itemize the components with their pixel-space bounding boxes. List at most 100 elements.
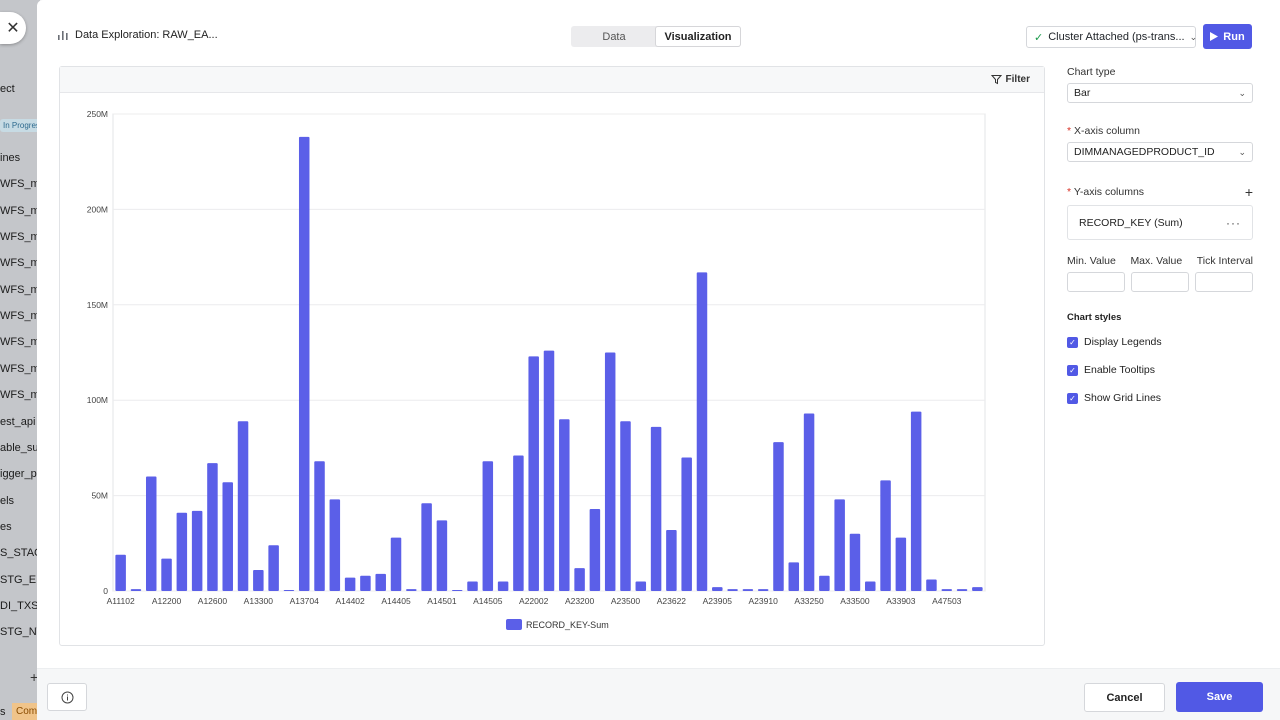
- info-button[interactable]: [47, 683, 87, 711]
- bar: [620, 421, 631, 591]
- bar: [375, 573, 386, 591]
- view-toggle: Data Visualization: [571, 26, 741, 47]
- checkbox-checked-icon: ✓: [1067, 364, 1078, 376]
- close-icon: ✕: [6, 20, 20, 37]
- background-item: WFS_m_: [0, 178, 40, 190]
- background-item: S_STAG: [0, 547, 40, 559]
- bar: [849, 533, 861, 591]
- bar: [130, 589, 142, 591]
- y-tick-label: 100M: [87, 395, 108, 405]
- more-options-icon[interactable]: ···: [1226, 215, 1241, 230]
- info-icon: [61, 691, 73, 703]
- bar: [161, 558, 172, 591]
- y-tick-label: 50M: [91, 491, 108, 501]
- bar: [635, 581, 647, 591]
- bar: [972, 587, 983, 591]
- bar: [742, 589, 754, 591]
- bar: [436, 520, 448, 591]
- cluster-select[interactable]: ✓ Cluster Attached (ps-trans... ⌄: [1026, 26, 1197, 48]
- y-tick-label: 150M: [87, 300, 108, 310]
- x-tick-label: A33903: [886, 596, 916, 606]
- x-axis-select[interactable]: DIMMANAGEDPRODUCT_ID ⌄: [1067, 142, 1253, 162]
- bar: [880, 480, 891, 591]
- min-value-label: Min. Value: [1067, 255, 1116, 267]
- chart-type-select[interactable]: Bar ⌄: [1067, 83, 1253, 103]
- bar: [712, 587, 723, 591]
- y-column-value: RECORD_KEY (Sum): [1079, 216, 1183, 229]
- checkbox-checked-icon: ✓: [1067, 336, 1078, 348]
- background-item: WFS_m_: [0, 205, 40, 217]
- bar: [926, 579, 937, 591]
- x-tick-label: A47503: [932, 596, 962, 606]
- background-item: WFS_m_: [0, 336, 40, 348]
- x-tick-label: A13704: [290, 596, 320, 606]
- background-item: WFS_m_: [0, 231, 40, 243]
- y-tick-label: 0: [103, 586, 108, 596]
- x-tick-label: A22002: [519, 596, 549, 606]
- enable-tooltips-label: Enable Tooltips: [1084, 364, 1156, 376]
- enable-tooltips-checkbox[interactable]: ✓ Enable Tooltips: [1067, 364, 1253, 376]
- chevron-down-icon: ⌄: [1238, 146, 1246, 157]
- tick-interval-input[interactable]: [1195, 272, 1253, 292]
- x-tick-label: A23622: [657, 596, 687, 606]
- title-text: Data Exploration: RAW_EA...: [75, 29, 218, 41]
- display-legends-label: Display Legends: [1084, 336, 1162, 348]
- background-item: WFS_m_: [0, 389, 40, 401]
- legend-swatch: [506, 619, 522, 630]
- settings-panel: Chart type Bar ⌄ * X-axis column DIMMANA…: [1067, 66, 1253, 404]
- bar: [681, 457, 692, 591]
- chart-type-label: Chart type: [1067, 66, 1116, 78]
- bar: [589, 508, 601, 591]
- modal-footer: Cancel Save: [37, 668, 1280, 720]
- close-button[interactable]: ✕: [0, 12, 26, 44]
- bar: [941, 589, 953, 591]
- x-tick-label: A14501: [427, 596, 457, 606]
- bar: [268, 545, 279, 591]
- x-axis-value: DIMMANAGEDPRODUCT_ID: [1074, 146, 1215, 158]
- bar: [803, 413, 815, 591]
- x-tick-label: A11102: [107, 596, 135, 606]
- background-item: DI_TXST: [0, 600, 40, 612]
- x-tick-label: A12600: [198, 596, 228, 606]
- bar: [329, 499, 341, 591]
- add-y-column-button[interactable]: +: [1244, 184, 1253, 200]
- bar: [543, 350, 555, 591]
- chevron-down-icon: ⌄: [1238, 87, 1246, 98]
- background-item: igger_pi: [0, 468, 40, 480]
- tick-interval-label: Tick Interval: [1196, 255, 1253, 267]
- tab-visualization[interactable]: Visualization: [656, 27, 740, 46]
- status-tag: Com: [12, 703, 40, 720]
- modal-title: Data Exploration: RAW_EA...: [57, 29, 218, 41]
- chart-toolbar: Filter: [60, 67, 1044, 93]
- save-button[interactable]: Save: [1176, 682, 1263, 712]
- bar: [390, 537, 402, 591]
- bar: [176, 512, 188, 591]
- display-legends-checkbox[interactable]: ✓ Display Legends: [1067, 336, 1253, 348]
- background-item: STG_EP_: [0, 574, 40, 586]
- cluster-label: Cluster Attached (ps-trans...: [1048, 31, 1185, 43]
- bar-chart: 0 50M 100M 150M 200M 250M A11102 A12200 A12600 A1…: [87, 109, 986, 630]
- bar: [865, 581, 876, 591]
- bar: [696, 272, 708, 591]
- show-grid-lines-checkbox[interactable]: ✓ Show Grid Lines: [1067, 392, 1253, 404]
- background-item: ines: [0, 152, 21, 164]
- background-sidebar: rlyectinesWFS_m_WFS_m_WFS_m_WFS_m_WFS_m_…: [0, 0, 40, 720]
- bar: [757, 589, 769, 591]
- max-value-label: Max. Value: [1130, 255, 1183, 267]
- filter-button[interactable]: Filter: [990, 74, 1030, 85]
- show-grid-lines-label: Show Grid Lines: [1084, 392, 1162, 404]
- y-axis-label-text: Y-axis columns: [1073, 186, 1145, 198]
- run-button[interactable]: Run: [1203, 24, 1252, 49]
- filter-icon: [990, 75, 1002, 85]
- bar: [406, 589, 417, 591]
- background-item: els: [0, 495, 15, 507]
- max-value-input[interactable]: [1131, 272, 1189, 292]
- background-item: s: [0, 706, 6, 718]
- cancel-button[interactable]: Cancel: [1084, 683, 1165, 712]
- y-axis-label: * Y-axis columns: [1067, 186, 1145, 198]
- bar: [467, 581, 478, 591]
- tab-data[interactable]: Data: [602, 30, 626, 43]
- y-column-item[interactable]: RECORD_KEY (Sum) ···: [1067, 205, 1253, 240]
- background-item: WFS_m_: [0, 363, 40, 375]
- min-value-input[interactable]: [1067, 272, 1125, 292]
